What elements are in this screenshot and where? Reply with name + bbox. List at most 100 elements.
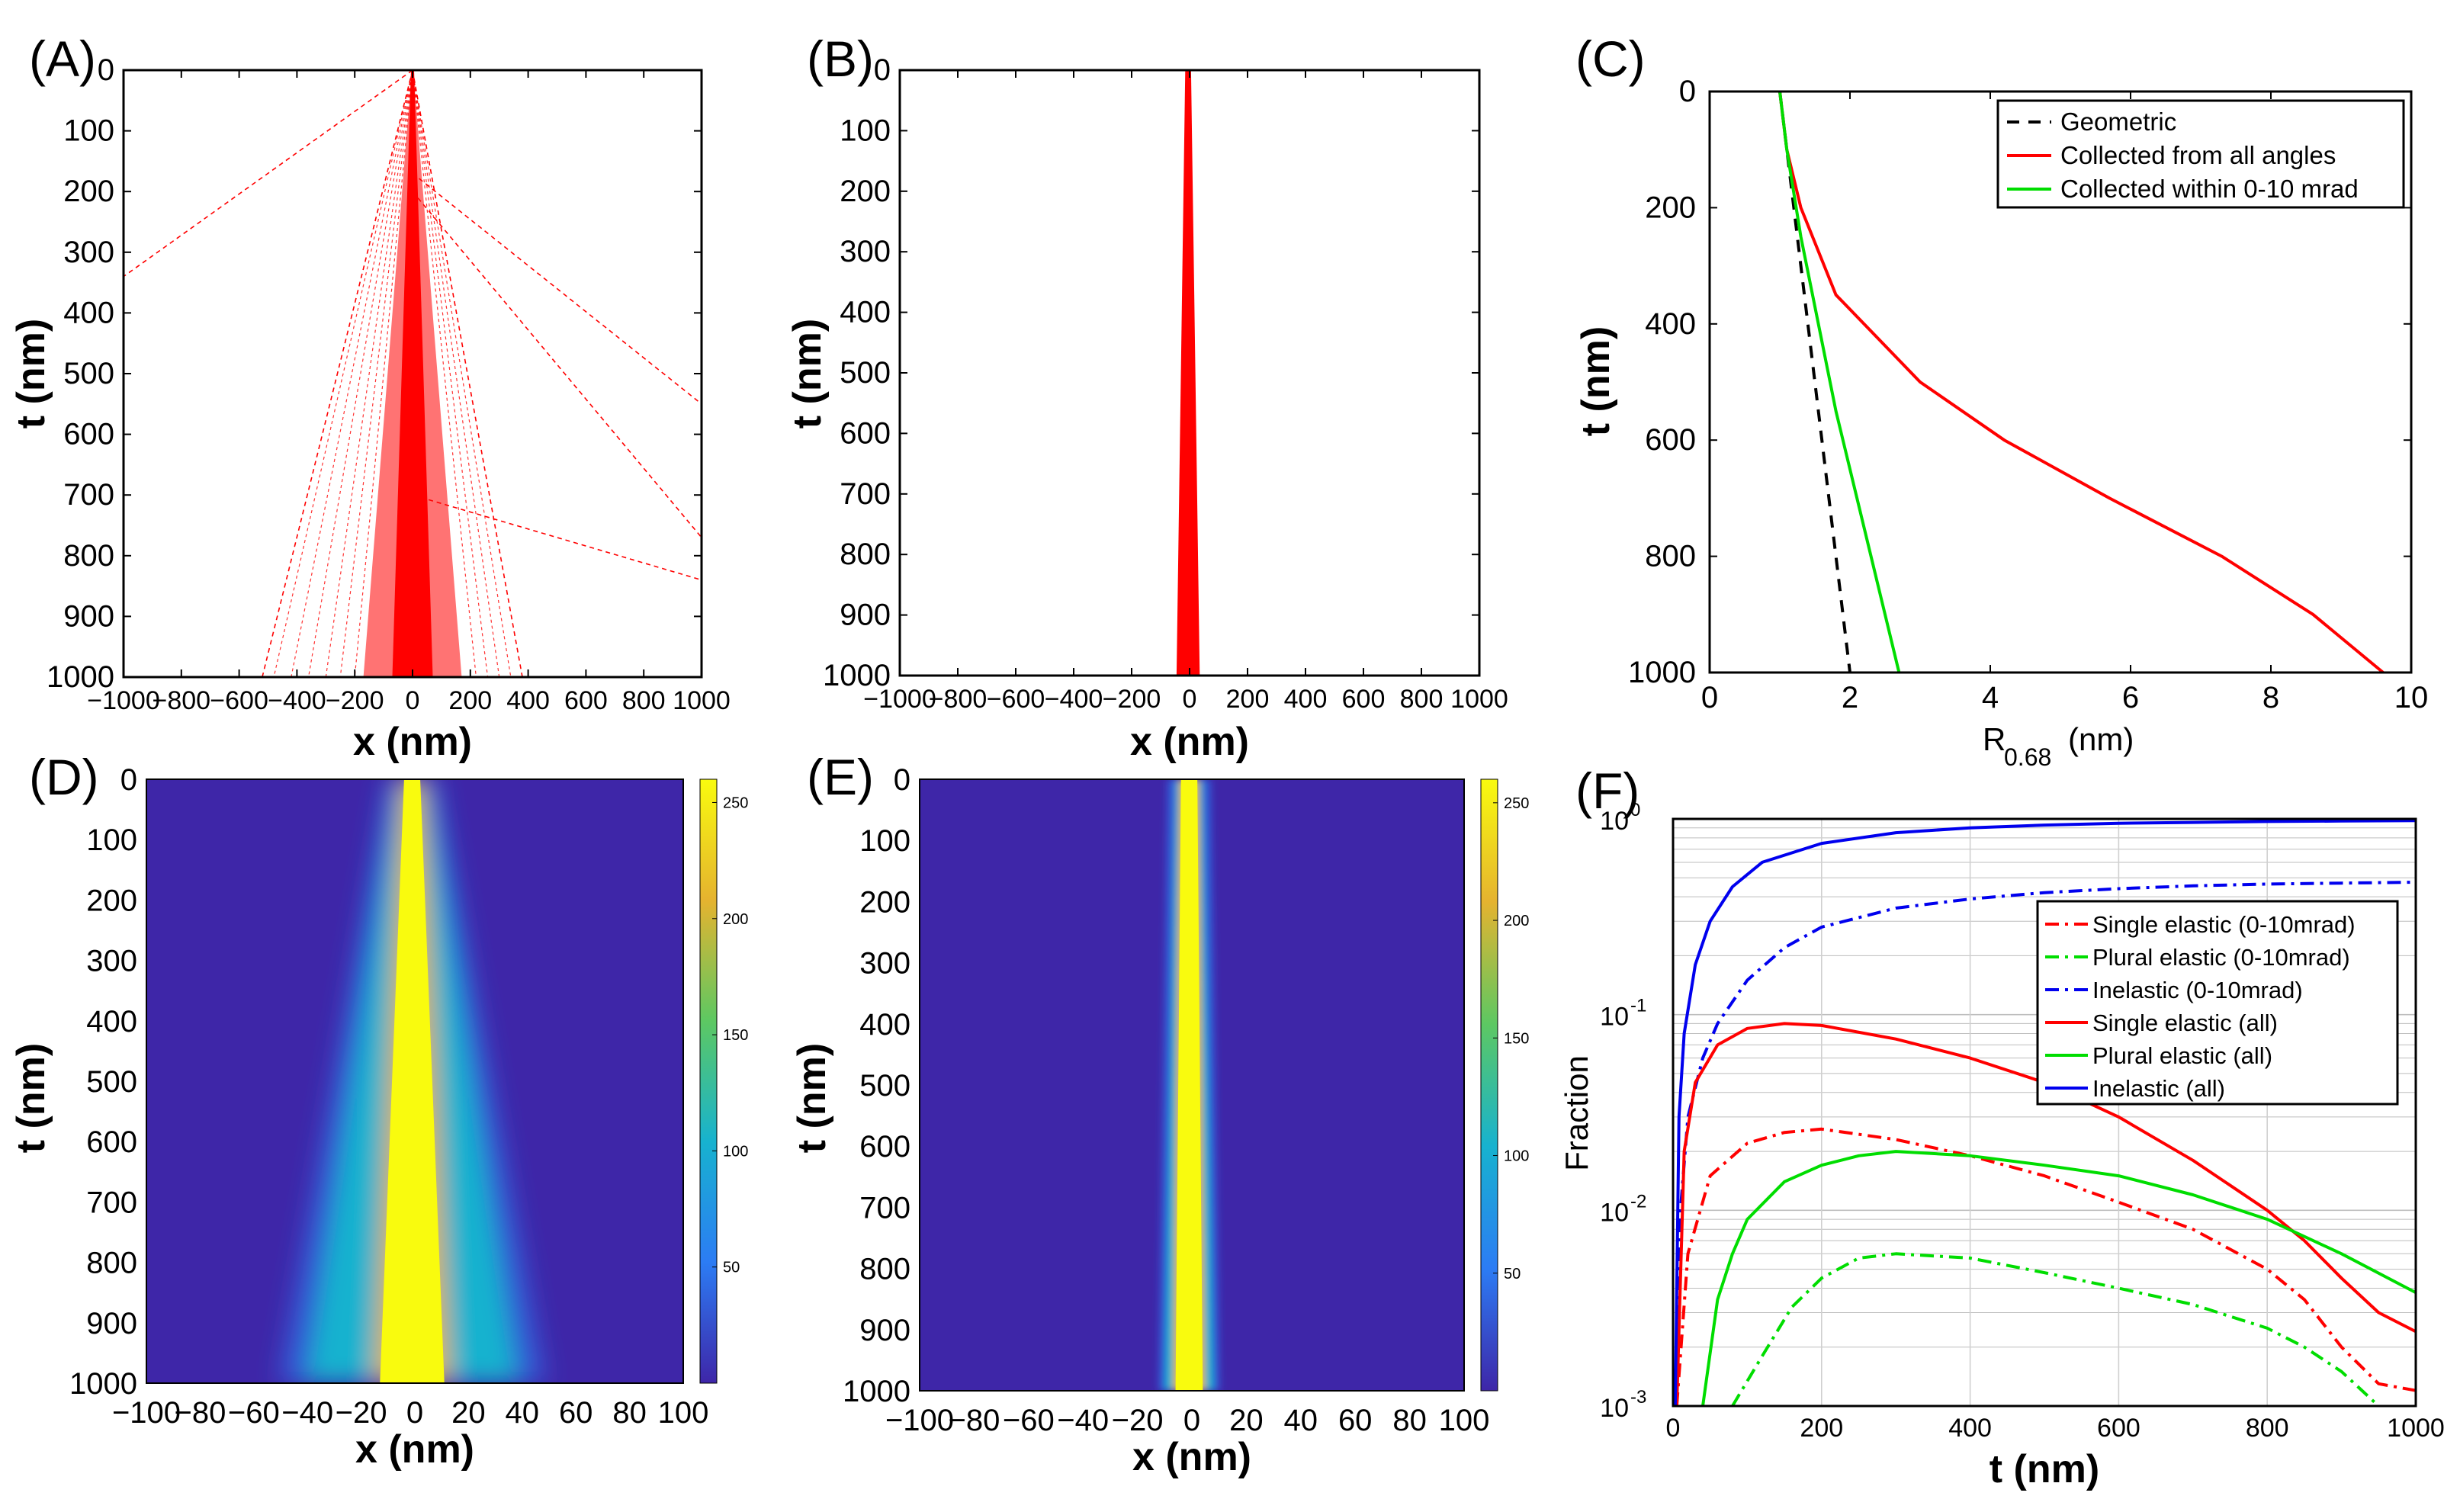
heatmap-image <box>146 779 683 1383</box>
y-tick-label: 800 <box>1645 540 1696 573</box>
x-axis-label-sub: 0.68 <box>2004 743 2051 771</box>
x-tick-label: −80 <box>174 1396 226 1430</box>
legend-entry: Collected from all angles <box>2060 141 2336 169</box>
legend-entry: Plural elastic (all) <box>2092 1042 2272 1069</box>
panel-a: (A)−1000−800 −600 −400 −200 0 200 400 600 800 100… <box>9 30 731 764</box>
series-line <box>1673 819 2416 1406</box>
x-tick-label: 400 <box>1284 685 1328 714</box>
y-tick-exponent: -3 <box>1630 1387 1646 1408</box>
y-tick-label: 600 <box>859 1130 910 1164</box>
scatter-trajectory <box>273 69 413 678</box>
y-tick-label: 300 <box>859 947 910 981</box>
x-tick-label: 80 <box>1392 1404 1427 1437</box>
y-tick-label: 100 <box>63 114 114 148</box>
scatter-trajectory <box>354 69 413 678</box>
x-tick-label: 10 <box>2394 681 2429 714</box>
x-tick-label: 0 <box>1701 681 1718 714</box>
legend-box <box>2036 900 2399 1106</box>
x-tick-label: 800 <box>1400 685 1444 714</box>
colorbar-tick-label: 150 <box>1504 1030 1529 1047</box>
y-tick-label: 200 <box>86 884 137 917</box>
x-tick-label: −40 <box>1057 1404 1109 1437</box>
x-tick-label: 800 <box>622 686 666 715</box>
x-tick-label: −1000 <box>863 685 936 714</box>
colorbar-tick-label: 100 <box>1504 1148 1529 1165</box>
x-tick-label: −20 <box>1112 1404 1164 1437</box>
x-tick-label: 4 <box>1982 681 1999 714</box>
series-line <box>1675 1127 2416 1406</box>
x-tick-label: −40 <box>281 1396 333 1430</box>
y-tick-label: 200 <box>1645 191 1696 224</box>
panel-b: (B)−1000−800 −600 −400 −200 0 200 400 600 800 100… <box>785 30 1508 764</box>
legend-entry: Inelastic (all) <box>2092 1075 2225 1102</box>
y-tick-label: 900 <box>859 1314 910 1347</box>
panel-label: (B) <box>807 30 874 87</box>
heatmap-core <box>1175 779 1203 1391</box>
scatter-trajectory <box>412 69 500 678</box>
colorbar-tick-label: 50 <box>1504 1266 1521 1282</box>
y-tick-label: 100 <box>859 824 910 858</box>
x-tick-label: 1000 <box>2387 1414 2445 1443</box>
x-tick-label: −800 <box>929 685 988 714</box>
panel-label: (A) <box>29 30 96 87</box>
y-tick-label: 500 <box>63 357 114 390</box>
y-tick-label: 300 <box>63 236 114 269</box>
scatter-trajectory <box>325 69 413 678</box>
x-tick-label: 600 <box>1342 685 1386 714</box>
y-tick-label: 400 <box>86 1005 137 1038</box>
y-tick-label: 800 <box>86 1247 137 1280</box>
y-tick-label: 1000 <box>69 1367 137 1401</box>
colorbar: 250 200 150 100 50 <box>1480 778 1529 1392</box>
y-tick-label: 0 <box>98 53 114 87</box>
y-tick-label: 600 <box>86 1125 137 1159</box>
plot-frame <box>146 778 684 1384</box>
legend: Single elastic (0-10mrad) Plural elastic … <box>2036 900 2399 1106</box>
y-tick-label: 400 <box>1645 307 1696 341</box>
x-axis-label: t (nm) <box>1990 1447 2099 1491</box>
x-tick-label: 200 <box>448 686 492 715</box>
y-tick-label: 200 <box>63 175 114 208</box>
x-tick-label: 100 <box>658 1396 709 1430</box>
y-tick-label: 700 <box>63 478 114 512</box>
y-tick-label: 0 <box>894 763 910 797</box>
x-tick-label: 0 <box>1666 1414 1681 1443</box>
y-tick-label: 600 <box>840 416 891 450</box>
y-axis-label: t (nm) <box>790 1043 834 1153</box>
colorbar-tick-label: 150 <box>723 1027 748 1044</box>
x-axis-label: x (nm) <box>1130 720 1249 764</box>
x-tick-label: −600 <box>210 686 268 715</box>
x-tick-label: 80 <box>612 1396 647 1430</box>
panel-d: (D)−100−80 −60 −40 −20 0 20 40 60 80 100010020030… <box>9 749 748 1472</box>
panel-label: (C) <box>1575 30 1646 87</box>
x-tick-label: −1000 <box>87 686 160 715</box>
x-tick-label: 2 <box>1842 681 1858 714</box>
legend-entry: Single elastic (0-10mrad) <box>2092 911 2356 938</box>
scatter-trajectory <box>412 494 702 581</box>
x-tick-label: 40 <box>506 1396 540 1430</box>
x-tick-label: −20 <box>336 1396 387 1430</box>
x-tick-label: −100 <box>112 1396 181 1430</box>
colorbar-tick-label: 250 <box>723 795 748 811</box>
y-tick-label: 400 <box>859 1008 910 1042</box>
colorbar-tick-label: 50 <box>723 1260 740 1276</box>
colorbar-gradient <box>1480 778 1498 1392</box>
y-tick-base: 10 <box>1600 807 1629 836</box>
y-tick-label: 1000 <box>843 1375 910 1408</box>
y-tick-label: 200 <box>840 175 891 208</box>
x-tick-label: 1000 <box>673 686 731 715</box>
series-line <box>1778 91 2385 674</box>
x-tick-label: −80 <box>948 1404 1000 1437</box>
x-tick-label: 200 <box>1226 685 1270 714</box>
y-tick-label: 300 <box>840 235 891 268</box>
y-tick-exponent: 0 <box>1630 800 1640 820</box>
colorbar-tick-label: 200 <box>1504 913 1529 929</box>
y-tick-label: 500 <box>859 1069 910 1103</box>
legend: Geometric Collected from all angles Collec… <box>1996 99 2405 209</box>
y-tick-label: 900 <box>840 599 891 632</box>
panel-label: (D) <box>29 749 99 805</box>
y-tick-label: 700 <box>859 1191 910 1225</box>
legend-entry: Geometric <box>2060 108 2176 136</box>
y-tick-label: 400 <box>840 296 891 329</box>
